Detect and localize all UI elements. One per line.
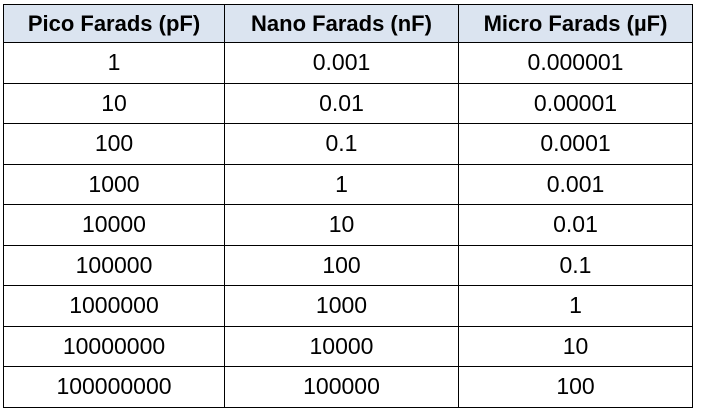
table-row: 100 0.1 0.0001 [3, 123, 693, 165]
table-row: 100000 100 0.1 [3, 244, 693, 286]
cell-micro-farads: 100 [458, 366, 693, 408]
cell-pico-farads: 10000000 [3, 325, 225, 367]
cell-nano-farads: 100000 [224, 366, 459, 408]
header-nano-farads: Nano Farads (nF) [224, 4, 459, 43]
cell-pico-farads: 100 [3, 123, 225, 165]
cell-nano-farads: 10 [224, 204, 459, 246]
cell-micro-farads: 1 [458, 285, 693, 327]
cell-pico-farads: 1000 [3, 163, 225, 205]
cell-nano-farads: 0.1 [224, 123, 459, 165]
table-body: 1 0.001 0.000001 10 0.01 0.00001 100 0.1… [3, 42, 693, 408]
header-micro-farads: Micro Farads (µF) [458, 4, 693, 43]
header-row: Pico Farads (pF) Nano Farads (nF) Micro … [3, 4, 693, 43]
table-row: 10000000 10000 10 [3, 325, 693, 367]
cell-nano-farads: 0.01 [224, 82, 459, 124]
cell-micro-farads: 10 [458, 325, 693, 367]
cell-nano-farads: 10000 [224, 325, 459, 367]
table-header: Pico Farads (pF) Nano Farads (nF) Micro … [3, 4, 693, 43]
cell-nano-farads: 0.001 [224, 42, 459, 84]
cell-micro-farads: 0.00001 [458, 82, 693, 124]
table-row: 1 0.001 0.000001 [3, 42, 693, 84]
cell-nano-farads: 1 [224, 163, 459, 205]
table-row: 10000 10 0.01 [3, 204, 693, 246]
table-row: 10 0.01 0.00001 [3, 82, 693, 124]
cell-nano-farads: 100 [224, 244, 459, 286]
cell-micro-farads: 0.000001 [458, 42, 693, 84]
table-row: 100000000 100000 100 [3, 366, 693, 408]
cell-pico-farads: 10 [3, 82, 225, 124]
cell-pico-farads: 1000000 [3, 285, 225, 327]
table-container: Pico Farads (pF) Nano Farads (nF) Micro … [3, 4, 693, 408]
cell-micro-farads: 0.001 [458, 163, 693, 205]
table-row: 1000000 1000 1 [3, 285, 693, 327]
header-pico-farads: Pico Farads (pF) [3, 4, 225, 43]
cell-micro-farads: 0.1 [458, 244, 693, 286]
cell-nano-farads: 1000 [224, 285, 459, 327]
capacitance-conversion-table: Pico Farads (pF) Nano Farads (nF) Micro … [3, 4, 693, 408]
cell-micro-farads: 0.0001 [458, 123, 693, 165]
cell-pico-farads: 10000 [3, 204, 225, 246]
cell-pico-farads: 100000 [3, 244, 225, 286]
cell-micro-farads: 0.01 [458, 204, 693, 246]
cell-pico-farads: 1 [3, 42, 225, 84]
table-row: 1000 1 0.001 [3, 163, 693, 205]
cell-pico-farads: 100000000 [3, 366, 225, 408]
